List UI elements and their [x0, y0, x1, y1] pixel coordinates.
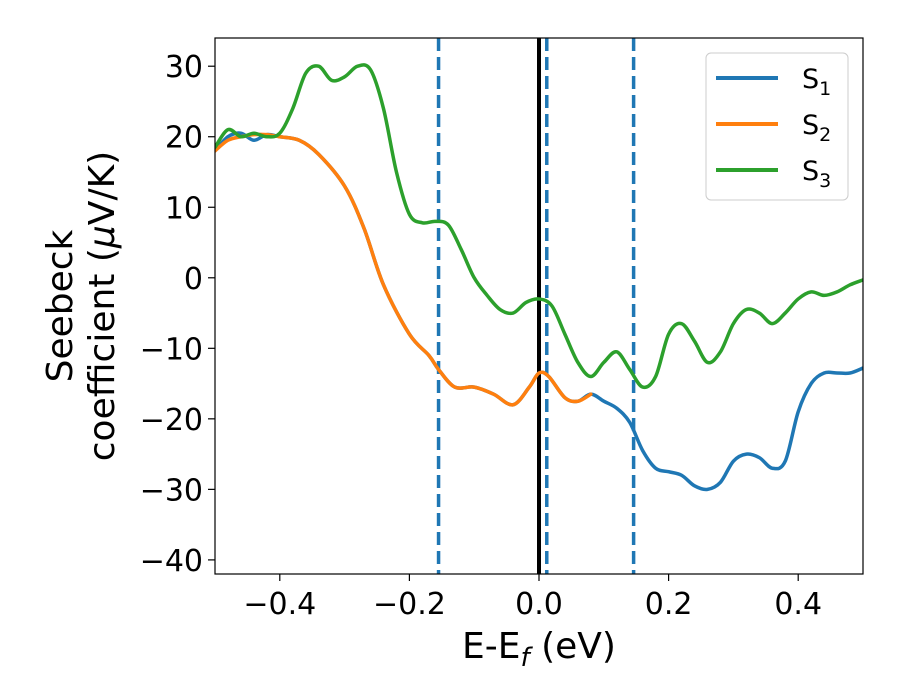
legend-label-S2: S2 [802, 110, 831, 146]
x-tick-label: −0.4 [243, 587, 316, 622]
legend-label-S3: S3 [802, 156, 831, 192]
x-tick-label: 0.2 [645, 587, 693, 622]
y-axis: −40 −30 −20 −10 0 10 20 30 [140, 50, 215, 579]
y-tick-label: −10 [140, 332, 203, 367]
x-tick-label: 0.4 [774, 587, 822, 622]
y-tick-label: 0 [184, 262, 203, 297]
y-axis-label: Seebeck coefficient (μV/K) [40, 151, 123, 461]
x-tick-label: 0.0 [515, 587, 563, 622]
x-tick-label: −0.2 [373, 587, 446, 622]
y-tick-label: −30 [140, 473, 203, 508]
y-axis-label-line1: Seebeck [40, 229, 81, 382]
y-tick-label: −40 [140, 544, 203, 579]
series-line-S3 [215, 63, 863, 390]
series-layer [215, 63, 863, 492]
x-axis-label: E-Ef (eV) [462, 626, 616, 673]
y-axis-label-line2: coefficient (μV/K) [82, 151, 123, 461]
legend: S1 S2 S3 [705, 52, 849, 201]
y-tick-label: 10 [165, 191, 203, 226]
x-axis: −0.4 −0.2 0.0 0.2 0.4 [243, 574, 822, 622]
y-tick-label: −20 [140, 403, 203, 438]
y-tick-label: 20 [165, 121, 203, 156]
reference-lines [436, 38, 636, 574]
series-line-S2 [215, 132, 593, 407]
legend-box [705, 52, 849, 201]
y-tick-label: 30 [165, 50, 203, 85]
legend-label-S1: S1 [802, 64, 831, 100]
